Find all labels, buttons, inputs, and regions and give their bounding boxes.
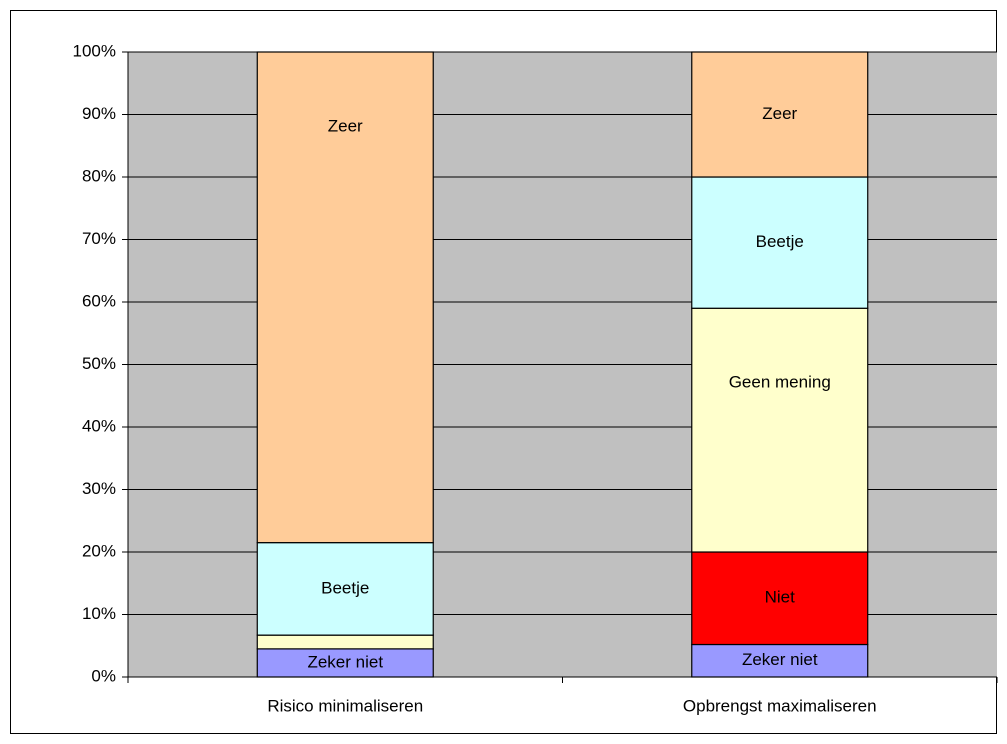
bar-segment [256,542,434,636]
bar-segment [691,176,869,309]
segment-label: Beetje [321,578,369,597]
bar-segment [256,648,434,678]
segment-label: Zeer [328,116,363,135]
bar-segment [691,551,869,646]
segment-label: Zeker niet [742,650,818,669]
y-tick-label: 50% [82,354,116,373]
y-tick-label: 30% [82,479,116,498]
segment-label: Niet [765,588,796,607]
y-tick-label: 90% [82,104,116,123]
y-tick-label: 40% [82,416,116,435]
segment-label: Geen mening [729,373,831,392]
x-tick-label: Opbrengst maximaliseren [683,696,877,715]
bar-segment [691,643,869,678]
y-tick-label: 20% [82,541,116,560]
y-tick-label: 10% [82,604,116,623]
x-tick-label: Risico minimaliseren [267,696,423,715]
segment-label: Zeer [762,104,797,123]
y-tick-label: 70% [82,229,116,248]
bar-segment [256,634,434,650]
y-tick-label: 0% [91,666,116,685]
y-tick-label: 80% [82,166,116,185]
bar-segment [256,51,434,544]
y-tick-label: 60% [82,291,116,310]
bar-segment [691,51,869,178]
bar-segment [691,307,869,553]
segment-label: Zeker niet [307,652,383,671]
segment-label: Beetje [756,232,804,251]
y-tick-label: 100% [73,41,116,60]
